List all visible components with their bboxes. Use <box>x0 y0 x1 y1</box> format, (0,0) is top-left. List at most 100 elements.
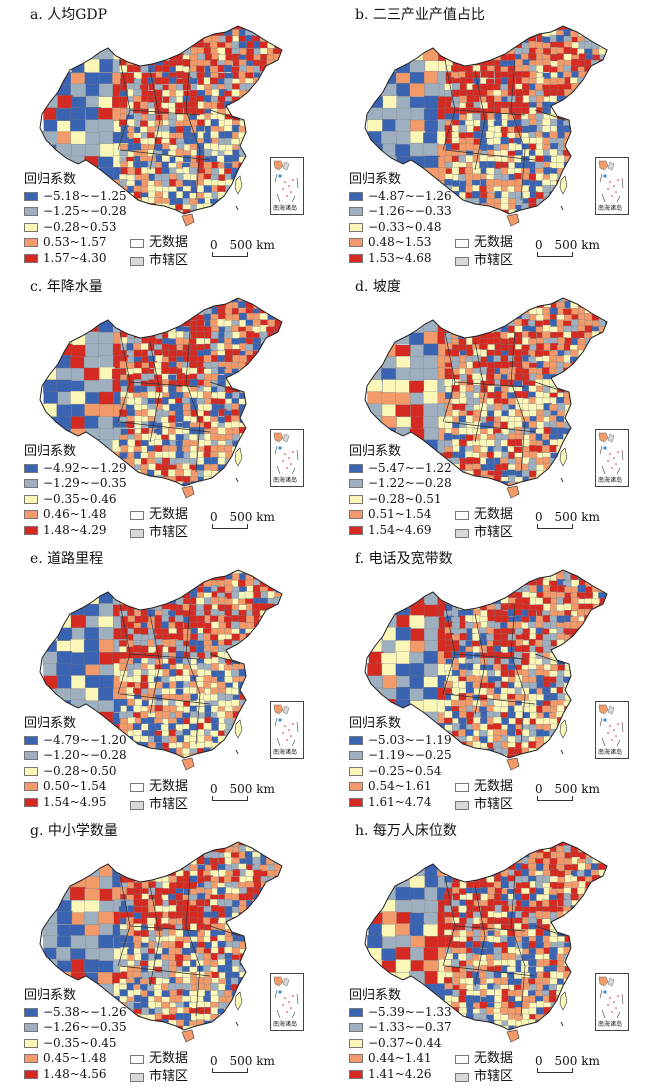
region-cell <box>253 669 262 678</box>
region-cell <box>493 337 502 345</box>
region-cell <box>466 35 475 44</box>
region-cell <box>555 476 565 484</box>
region-cell <box>140 307 149 316</box>
province-boundary <box>185 59 201 201</box>
region-cell <box>267 149 276 158</box>
region-cell <box>238 735 247 743</box>
region-cell <box>557 463 566 471</box>
region-cell <box>599 71 607 79</box>
region-cell <box>423 320 439 334</box>
region-cell <box>563 210 572 214</box>
region-cell <box>368 60 384 74</box>
region-cell <box>598 337 607 346</box>
region-cell <box>203 355 212 363</box>
region-cell <box>395 404 411 419</box>
region-cell <box>513 155 523 163</box>
region-cell <box>514 573 523 582</box>
inset-label: 南海诸岛 <box>273 477 298 484</box>
region-cell <box>494 592 503 600</box>
legend-label: 0.50~1.54 <box>43 779 107 793</box>
region-cell <box>583 434 593 443</box>
region-cell <box>443 379 453 387</box>
region-cell <box>479 307 488 316</box>
region-cell <box>577 463 587 471</box>
region-cell <box>280 332 282 340</box>
region-cell <box>500 36 510 44</box>
legend-item: 0.50~1.54 <box>24 779 127 795</box>
region-cell <box>564 191 574 200</box>
region-cell <box>571 398 580 406</box>
legend-item: −0.28~0.51 <box>349 492 452 508</box>
region-cell <box>424 579 441 593</box>
region-cell <box>514 59 523 67</box>
region-cell <box>612 36 620 43</box>
region-cell <box>133 324 142 333</box>
region-cell <box>521 301 531 309</box>
region-cell <box>162 711 171 719</box>
region-cell <box>486 95 495 103</box>
region-cell <box>578 458 587 466</box>
region-cell <box>132 143 142 151</box>
legend-item-municipality: 市辖区 <box>455 524 513 542</box>
region-cell <box>113 580 129 594</box>
region-cell <box>599 216 607 223</box>
region-cell <box>599 96 607 104</box>
region-cell <box>133 342 142 351</box>
region-cell <box>605 89 607 97</box>
region-cell <box>274 124 282 133</box>
region-cell <box>591 421 600 430</box>
region-cell <box>238 439 247 448</box>
region-cell <box>252 718 262 726</box>
region-cell <box>614 404 622 411</box>
region-cell <box>381 368 397 382</box>
region-cell <box>134 698 143 707</box>
region-cell <box>224 331 233 339</box>
region-cell <box>396 319 413 334</box>
region-cell <box>126 591 135 599</box>
region-cell <box>542 137 551 145</box>
region-cell <box>273 215 281 222</box>
province-boundary <box>444 149 536 161</box>
region-cell <box>246 373 256 381</box>
region-cell <box>288 397 296 404</box>
region-cell <box>161 614 170 623</box>
region-cell <box>252 113 261 122</box>
region-cell <box>606 591 607 599</box>
region-cell <box>479 319 488 328</box>
region-cell <box>260 404 269 412</box>
region-cell <box>120 26 130 32</box>
region-cell <box>274 386 282 395</box>
region-cell <box>245 445 254 453</box>
region-cell <box>274 633 282 641</box>
region-cell <box>598 144 607 152</box>
region-cell <box>258 747 268 756</box>
region-cell <box>279 374 282 382</box>
region-cell <box>570 367 579 376</box>
region-cell <box>260 30 270 39</box>
region-cell <box>614 121 622 128</box>
region-cell <box>161 759 169 766</box>
region-cell <box>423 95 440 110</box>
region-cell <box>599 120 607 129</box>
region-cell <box>253 458 262 466</box>
region-cell <box>273 308 282 316</box>
region-cell <box>564 488 572 495</box>
region-cell <box>577 120 586 129</box>
region-cell <box>274 26 282 32</box>
region-cell <box>246 615 255 623</box>
region-cell <box>473 468 482 477</box>
region-cell <box>168 585 177 593</box>
region-cell <box>99 404 115 418</box>
region-cell <box>259 84 268 93</box>
region-cell <box>465 368 474 376</box>
region-cell <box>368 591 385 606</box>
boundary-dash <box>235 749 239 755</box>
region-cell <box>542 570 551 575</box>
region-cell <box>444 319 453 327</box>
region-cell <box>571 108 580 116</box>
region-cell <box>598 65 607 73</box>
region-cell <box>42 306 59 321</box>
region-cell <box>239 355 248 363</box>
region-cell <box>265 614 275 623</box>
region-cell <box>216 155 226 163</box>
